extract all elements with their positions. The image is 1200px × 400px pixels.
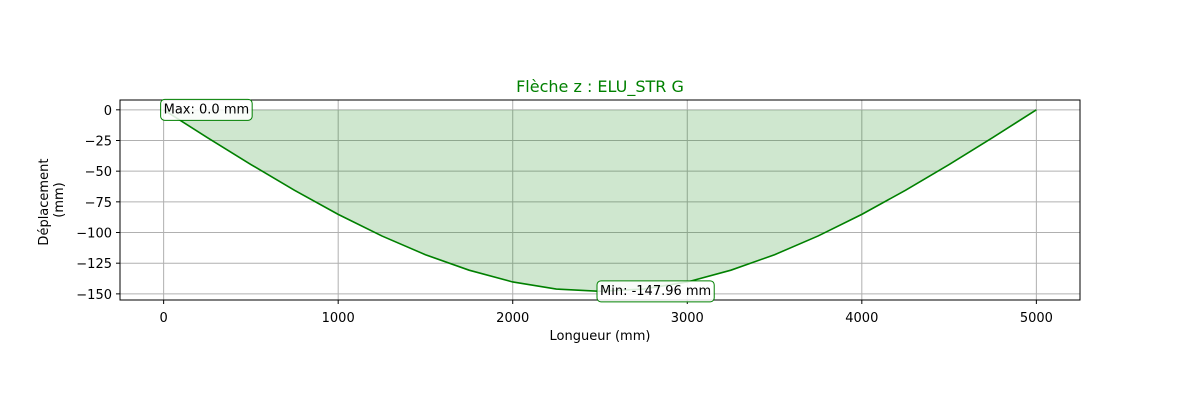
y-tick-label: −25 bbox=[85, 134, 112, 149]
x-tick-label: 2000 bbox=[496, 311, 529, 326]
y-tick-label: −75 bbox=[85, 196, 112, 211]
max-annotation: Max: 0.0 mm bbox=[160, 98, 253, 121]
deflection-area-fill bbox=[163, 109, 1037, 292]
x-tick-label: 0 bbox=[159, 311, 167, 326]
annotation-text: Max: 0.0 mm bbox=[164, 102, 250, 117]
y-tick-label: −125 bbox=[76, 257, 112, 272]
y-tick-label: 0 bbox=[104, 104, 112, 119]
y-tick-label: −50 bbox=[85, 165, 112, 180]
chart-title: Flèche z : ELU_STR G bbox=[516, 77, 684, 97]
y-axis-ticks: 0 −25 −50 −75 −100 −125 −150 bbox=[76, 104, 120, 303]
annotation-box bbox=[596, 280, 715, 303]
annotation-box bbox=[160, 98, 253, 121]
x-axis-label: Longueur (mm) bbox=[550, 329, 651, 344]
y-tick-label: −150 bbox=[76, 288, 112, 303]
min-annotation: Min: -147.96 mm bbox=[596, 280, 715, 303]
annotations: Max: 0.0 mm Min: -147.96 mm bbox=[160, 98, 715, 303]
x-tick-label: 1000 bbox=[322, 311, 355, 326]
x-tick-label: 3000 bbox=[671, 311, 704, 326]
x-tick-label: 4000 bbox=[845, 311, 878, 326]
y-axis-label-line-2: (mm) bbox=[52, 182, 67, 217]
x-tick-label: 5000 bbox=[1020, 311, 1053, 326]
y-axis-label-line-1: Déplacement bbox=[37, 159, 52, 246]
x-axis-ticks: 0 1000 2000 3000 4000 5000 bbox=[159, 300, 1053, 326]
annotation-text: Min: -147.96 mm bbox=[600, 284, 711, 299]
y-tick-label: −100 bbox=[76, 227, 112, 242]
y-axis-label: Déplacement (mm) bbox=[37, 154, 67, 245]
